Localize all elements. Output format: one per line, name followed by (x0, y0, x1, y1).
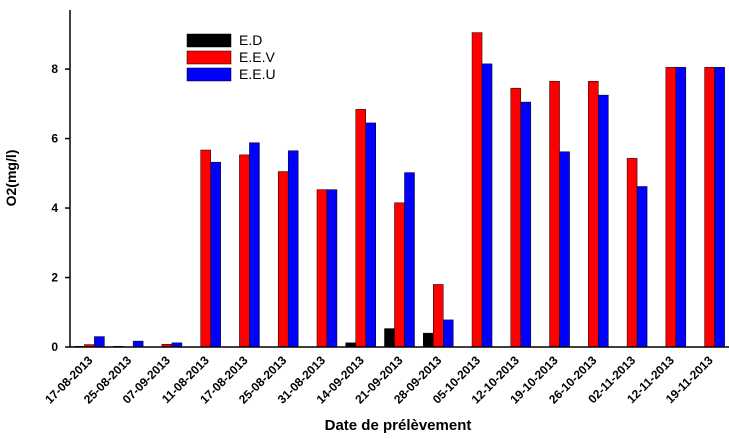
legend-label: E.D (239, 32, 262, 48)
y-tick-label: 2 (51, 271, 58, 285)
bar (636, 186, 648, 348)
bar (326, 189, 338, 348)
bar (277, 171, 289, 348)
bar (665, 67, 677, 348)
bar (404, 172, 415, 348)
bar (355, 109, 366, 348)
bar (549, 80, 560, 348)
bar (559, 151, 570, 348)
bar (510, 87, 522, 348)
bar (94, 336, 105, 348)
legend-swatch (186, 67, 232, 82)
bar (287, 150, 299, 348)
bar (520, 101, 532, 348)
bar (481, 63, 493, 348)
bar (423, 332, 434, 348)
bar (316, 189, 328, 348)
bar (704, 67, 715, 348)
bar (132, 340, 144, 348)
bar (239, 154, 250, 348)
y-tick-label: 4 (51, 201, 58, 215)
legend-label: E.E.U (239, 66, 276, 82)
bar (626, 158, 638, 348)
bar (249, 142, 260, 348)
bar (200, 149, 211, 348)
bar (433, 284, 444, 348)
legend-label: E.E.V (239, 49, 275, 65)
bar (714, 67, 725, 348)
y-axis-label: O2(mg/l) (3, 150, 19, 207)
bar (598, 94, 609, 348)
x-axis-label: Date de prélèvement (325, 417, 472, 434)
bar (675, 67, 687, 348)
y-tick-label: 0 (51, 340, 58, 354)
legend-swatch (186, 33, 232, 48)
y-tick-label: 8 (51, 62, 58, 76)
bar (588, 80, 599, 348)
legend-swatch (186, 50, 232, 65)
bar (471, 32, 483, 348)
bar (394, 202, 405, 348)
bar (210, 161, 221, 348)
bar (365, 122, 376, 348)
bar (384, 328, 395, 348)
bar (443, 319, 454, 348)
y-tick-label: 6 (51, 132, 58, 146)
